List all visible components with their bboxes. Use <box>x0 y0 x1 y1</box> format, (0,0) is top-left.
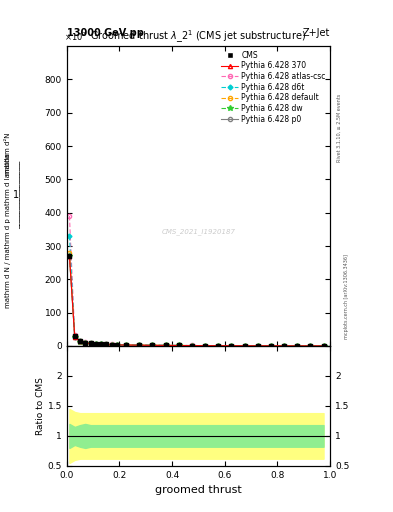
Text: mcplots.cern.ch [arXiv:1306.3436]: mcplots.cern.ch [arXiv:1306.3436] <box>344 254 349 339</box>
Text: Z+Jet: Z+Jet <box>303 28 330 38</box>
Legend: CMS, Pythia 6.428 370, Pythia 6.428 atlas-csc, Pythia 6.428 d6t, Pythia 6.428 de: CMS, Pythia 6.428 370, Pythia 6.428 atla… <box>220 50 326 124</box>
Text: 1: 1 <box>13 189 19 200</box>
Title: Groomed thrust $\lambda\_2^1$ (CMS jet substructure): Groomed thrust $\lambda\_2^1$ (CMS jet s… <box>90 29 307 46</box>
Text: mathrm d²N: mathrm d²N <box>5 132 11 175</box>
Text: $\times10^2$: $\times10^2$ <box>64 31 87 43</box>
Text: 13000 GeV pp: 13000 GeV pp <box>67 28 144 38</box>
Text: ─────────────────────: ───────────────────── <box>19 160 24 229</box>
Y-axis label: Ratio to CMS: Ratio to CMS <box>36 377 45 435</box>
Text: mathrm d N / mathrm d p mathrm d lambda: mathrm d N / mathrm d p mathrm d lambda <box>5 153 11 308</box>
Text: Rivet 3.1.10, ≥ 2.5M events: Rivet 3.1.10, ≥ 2.5M events <box>337 94 342 162</box>
Text: CMS_2021_I1920187: CMS_2021_I1920187 <box>162 229 235 236</box>
X-axis label: groomed thrust: groomed thrust <box>155 485 242 495</box>
